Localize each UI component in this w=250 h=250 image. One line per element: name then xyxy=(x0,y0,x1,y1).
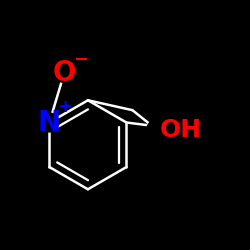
Text: O: O xyxy=(52,59,76,87)
Text: −: − xyxy=(73,50,88,68)
Text: N: N xyxy=(38,108,61,136)
Circle shape xyxy=(159,120,173,134)
Circle shape xyxy=(40,113,59,132)
Text: OH: OH xyxy=(160,118,202,142)
Circle shape xyxy=(55,64,74,82)
Text: +: + xyxy=(57,98,72,116)
Circle shape xyxy=(147,120,168,140)
